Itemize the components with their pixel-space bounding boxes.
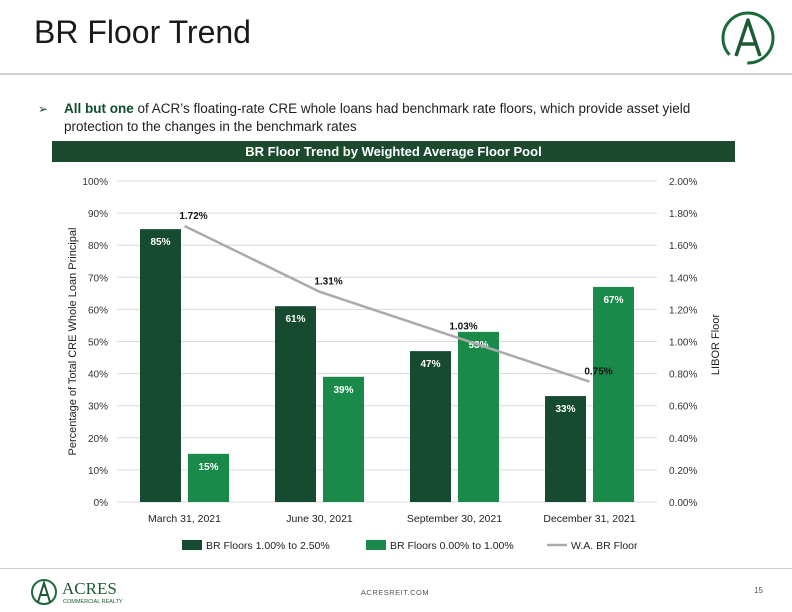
bar-data-label: 67%: [603, 295, 623, 306]
line-data-label: 1.72%: [179, 211, 207, 222]
y-tick-label: 30%: [88, 402, 108, 413]
arrow-bullet-icon: ➢: [38, 102, 49, 116]
line-series-wa-br-floor: [183, 224, 590, 383]
line-data-label: 1.31%: [314, 277, 342, 288]
y-tick-label: 100%: [82, 177, 108, 188]
legend-swatch: [366, 540, 386, 550]
footer-brand-sub: COMMERCIAL REALTY: [63, 599, 123, 605]
legend-swatch: [182, 540, 202, 550]
y-right-tick-label: 0.20%: [669, 466, 697, 477]
bar-data-label: 15%: [198, 462, 218, 473]
legend-label: W.A. BR Floor: [571, 540, 638, 552]
acres-logo-icon: [721, 11, 775, 65]
bar-data-label: 33%: [555, 404, 575, 415]
bar: [593, 286, 634, 502]
y-tick-label: 20%: [88, 434, 108, 445]
y-right-tick-label: 2.00%: [669, 177, 697, 188]
x-tick-label: June 30, 2021: [286, 513, 353, 525]
footer-logo-letter-icon: [37, 579, 51, 603]
footer-logo: ACRES COMMERCIAL REALTY: [31, 579, 123, 605]
x-tick-label: March 31, 2021: [148, 513, 221, 525]
y-tick-label: 70%: [88, 273, 108, 284]
y-tick-label: 60%: [88, 305, 108, 316]
bar-data-label: 39%: [333, 385, 353, 396]
footer-brand: ACRES: [62, 579, 117, 598]
y-tick-label: 90%: [88, 209, 108, 220]
y-right-tick-label: 1.00%: [669, 338, 697, 349]
y-right-tick-label: 1.40%: [669, 273, 697, 284]
y-right-tick-label: 1.80%: [669, 209, 697, 220]
page-title: BR Floor Trend: [34, 14, 251, 50]
y-tick-label: 0%: [94, 498, 109, 509]
bullet-strong-text: All but one: [64, 101, 134, 116]
y-tick-label: 40%: [88, 370, 108, 381]
bar-data-label: 47%: [420, 359, 440, 370]
bar: [458, 331, 499, 502]
bullet-text: All but one of ACR’s floating-rate CRE w…: [64, 100, 738, 136]
chart-title-banner: BR Floor Trend by Weighted Average Floor…: [52, 141, 735, 162]
bar: [545, 396, 586, 502]
x-tick-label: September 30, 2021: [407, 513, 502, 525]
bar-data-label: 61%: [285, 314, 305, 325]
line-data-label: 1.03%: [449, 322, 477, 333]
legend-label: BR Floors 0.00% to 1.00%: [390, 540, 514, 552]
header-divider: [0, 73, 792, 75]
y-right-axis-label: LIBOR Floor: [710, 314, 722, 375]
legend-label: BR Floors 1.00% to 2.50%: [206, 540, 330, 552]
y-right-tick-label: 1.20%: [669, 305, 697, 316]
x-tick-label: December 31, 2021: [543, 513, 635, 525]
bar: [410, 351, 451, 502]
page-number: 15: [754, 586, 763, 595]
y-right-tick-label: 0.60%: [669, 402, 697, 413]
y-right-tick-label: 0.00%: [669, 498, 697, 509]
y-right-tick-label: 1.60%: [669, 241, 697, 252]
bar-data-label: 85%: [150, 237, 170, 248]
line-data-label: 0.75%: [584, 367, 612, 378]
bullet-rest-text: of ACR’s floating-rate CRE whole loans h…: [64, 101, 691, 134]
bar: [275, 306, 316, 502]
y-right-tick-label: 0.80%: [669, 370, 697, 381]
footer-divider: [0, 568, 792, 569]
y-tick-label: 50%: [88, 338, 108, 349]
bar: [323, 376, 364, 502]
y-tick-label: 80%: [88, 241, 108, 252]
y-tick-label: 10%: [88, 466, 108, 477]
footer-url[interactable]: ACRESREIT.COM: [360, 588, 430, 597]
y-axis-label: Percentage of Total CRE Whole Loan Princ…: [67, 228, 79, 456]
bar: [188, 453, 229, 502]
bullet-point: ➢ All but one of ACR’s floating-rate CRE…: [38, 100, 738, 136]
y-right-tick-label: 0.40%: [669, 434, 697, 445]
bar: [140, 229, 181, 502]
